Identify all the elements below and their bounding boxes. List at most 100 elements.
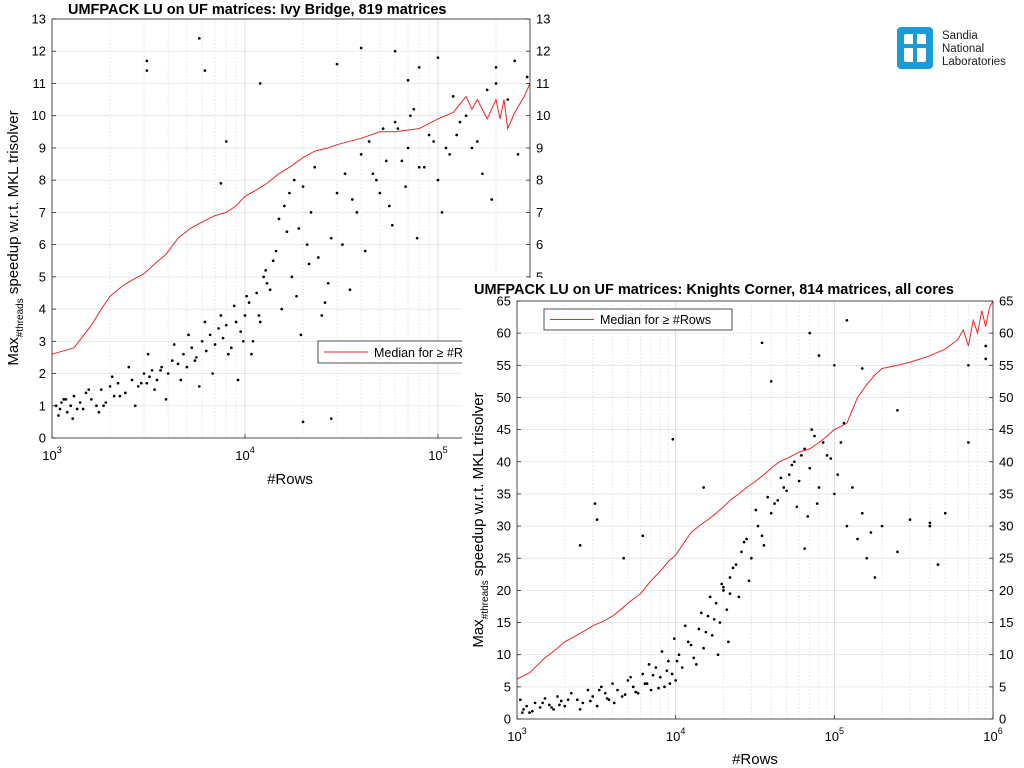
c1-point-63	[335, 191, 339, 195]
c1-ytick-label-left-8: 8	[39, 173, 46, 188]
chart1-grid	[51, 18, 531, 439]
c2-point-154	[936, 563, 940, 567]
c2-point-150	[845, 318, 849, 322]
c1-point-136	[384, 159, 388, 163]
c1-point-124	[290, 275, 294, 279]
c2-point-6	[543, 697, 547, 700]
c1-point-56	[301, 185, 305, 188]
logo-line-1: Sandia	[942, 30, 978, 42]
c2-point-89	[612, 701, 616, 705]
c1-point-141	[415, 236, 419, 240]
c2-point-85	[578, 708, 582, 711]
c2-xtick-base-1: 10	[666, 729, 680, 744]
c1-point-24	[155, 378, 159, 382]
c1-point-111	[219, 314, 223, 317]
c2-point-95	[651, 673, 655, 677]
c1-point-134	[371, 172, 375, 176]
c2-point-122	[790, 463, 794, 467]
c2-ytick-label-right-1: 5	[999, 679, 1006, 694]
c1-ytick-label-left-7: 7	[39, 205, 46, 220]
c1-point-53	[288, 191, 291, 195]
c2-point-47	[725, 608, 729, 612]
c1-point-137	[390, 223, 394, 227]
c2-ytick-label-left-13: 65	[497, 294, 511, 309]
c2-ytick-label-left-5: 25	[497, 551, 511, 566]
c2-point-93	[643, 682, 647, 685]
c2-point-52	[750, 556, 753, 560]
c2-point-17	[595, 704, 599, 708]
c2-point-54	[762, 544, 766, 547]
c1-point-17	[124, 391, 127, 395]
c2-point-8	[552, 708, 555, 711]
c1-point-16	[116, 381, 120, 385]
c2-point-149	[832, 363, 836, 367]
c2-point-22	[616, 688, 619, 692]
c2-ytick-label-left-10: 50	[497, 390, 511, 405]
c1-ytick-label-right-8: 8	[536, 173, 543, 188]
c2-point-86	[589, 699, 592, 703]
c2-point-26	[636, 691, 640, 695]
c1-ytick-label-left-5: 5	[39, 269, 46, 284]
c1-point-165	[494, 65, 498, 69]
c2-point-13	[575, 698, 579, 702]
c1-point-90	[71, 417, 75, 421]
c2-point-116	[754, 508, 758, 512]
c2-point-136	[595, 518, 599, 521]
c1-point-28	[176, 362, 180, 366]
c1-point-43	[243, 314, 247, 317]
c1-point-78	[444, 146, 448, 150]
c1-ytick-label-right-12: 12	[536, 44, 550, 59]
c1-point-85	[506, 98, 510, 101]
c1-point-61	[323, 301, 327, 304]
chart2-x-label: #Rows	[732, 751, 778, 768]
c1-point-34	[204, 349, 208, 353]
c1-point-126	[299, 333, 303, 337]
c1-point-99	[139, 381, 143, 385]
c2-point-138	[622, 556, 625, 560]
c2-point-21	[611, 682, 614, 685]
c1-point-83	[485, 88, 489, 92]
c1-point-98	[133, 404, 137, 408]
c2-point-33	[667, 659, 670, 663]
chart1-median-line	[51, 83, 531, 355]
c1-point-66	[359, 153, 363, 156]
c2-point-0	[519, 698, 522, 702]
c2-point-3	[528, 711, 531, 714]
c2-point-98	[665, 669, 669, 673]
c1-point-13	[104, 401, 108, 404]
c2-point-135	[593, 502, 597, 505]
c2-point-148	[817, 354, 821, 358]
c2-point-114	[742, 540, 746, 544]
c1-point-79	[451, 95, 455, 98]
c2-point-137	[578, 544, 582, 547]
c2-ytick-label-right-12: 60	[999, 326, 1013, 341]
c2-point-57	[782, 486, 786, 489]
chart1-axes-box	[51, 18, 531, 439]
c1-point-81	[464, 114, 468, 118]
c2-point-62	[808, 466, 812, 470]
c2-point-144	[760, 341, 764, 345]
chart2-x-ticks: 103 104 105 106	[507, 715, 1003, 744]
c1-point-37	[217, 327, 220, 330]
chart1-y-label: Max#threads speedup w.r.t. MKL trisolver	[5, 110, 26, 365]
c1-point-114	[236, 378, 240, 382]
c1-point-73	[406, 146, 410, 150]
c1-point-8	[78, 401, 82, 404]
c1-xtick-base-0: 10	[42, 448, 56, 463]
c1-point-150	[145, 59, 149, 63]
c1-point-27	[170, 359, 174, 362]
chart1-title: UMFPACK LU on UF matrices: Ivy Bridge, 8…	[68, 2, 446, 18]
c1-point-42	[239, 330, 243, 333]
c1-point-51	[277, 217, 281, 221]
c1-point-67	[367, 140, 371, 143]
c1-ytick-label-left-1: 1	[39, 398, 46, 413]
c2-point-79	[520, 711, 524, 714]
c1-xtick-exp-1: 4	[250, 445, 255, 455]
c2-point-141	[702, 486, 705, 489]
c2-point-78	[984, 344, 988, 348]
c2-xtick-base-3: 10	[983, 729, 997, 744]
c2-point-82	[550, 706, 553, 709]
c1-point-58	[309, 211, 313, 214]
